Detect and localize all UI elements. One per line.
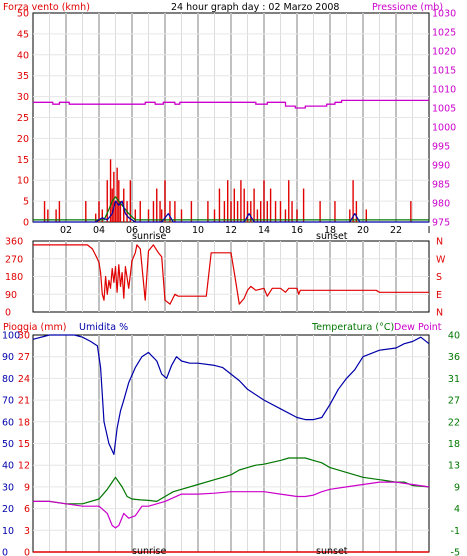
- rain-tick-label: 0: [24, 548, 30, 556]
- humidity-line: [32, 334, 430, 455]
- humidity-tick-label: 90: [2, 352, 14, 363]
- temperature-axis-label: Temperatura (°C): [311, 322, 394, 333]
- humidity-tick-label: 30: [2, 482, 14, 493]
- rain-tick-label: 15: [18, 439, 30, 450]
- temperature-tick-label: 36: [448, 352, 460, 363]
- humidity-tick-label: 80: [2, 374, 14, 385]
- wind-tick-label: 35: [17, 71, 29, 82]
- x-tick-label: 06: [126, 225, 138, 236]
- rain-tick-label: 27: [18, 352, 30, 363]
- humidity-tick-label: 10: [2, 526, 14, 537]
- sunset-label-top: sunset: [316, 231, 348, 242]
- x-tick-label: 02: [60, 225, 72, 236]
- x-tick-label: 10: [192, 225, 204, 236]
- compass-tick-label: S: [436, 272, 442, 283]
- humidity-axis-label: Umidita %: [79, 322, 128, 333]
- sunset-label-bottom: sunset: [316, 546, 348, 556]
- pressure-tick-label: 980: [432, 199, 450, 210]
- temperature-line: [33, 457, 430, 505]
- humidity-tick-label: 70: [2, 396, 14, 407]
- wind-gust-line: [33, 196, 429, 221]
- pressure-tick-label: 1000: [432, 123, 456, 134]
- x-tick-label: 18: [324, 225, 336, 236]
- temperature-tick-label: 27: [448, 396, 460, 407]
- dewpoint-axis-label: Dew Point: [394, 322, 442, 333]
- rain-tick-label: 3: [24, 526, 30, 537]
- x-tick-label: 20: [357, 225, 369, 236]
- x-tick-label: 08: [159, 225, 171, 236]
- temperature-tick-label: -1: [451, 526, 460, 537]
- temperature-tick-label: 31: [448, 374, 460, 385]
- wind-direction-line: [33, 244, 429, 305]
- pressure-tick-label: 1010: [432, 85, 456, 96]
- rain-tick-label: 30: [18, 331, 30, 342]
- humidity-tick-label: 40: [2, 461, 14, 472]
- wind-axis-label: Forza vento (kmh): [3, 2, 90, 13]
- temperature-tick-label: 4: [454, 504, 460, 515]
- x-tick-label: 14: [258, 225, 270, 236]
- compass-tick-label: N: [436, 308, 443, 319]
- chart-title: 24 hour graph day : 02 Marzo 2008: [171, 2, 339, 13]
- pressure-tick-label: 1015: [432, 66, 456, 77]
- rain-tick-label: 9: [24, 482, 30, 493]
- pressure-tick-label: 985: [432, 180, 450, 191]
- pressure-tick-label: 975: [432, 218, 450, 229]
- temperature-tick-label: 18: [448, 439, 460, 450]
- compass-tick-label: W: [436, 254, 446, 265]
- compass-tick-label: E: [436, 290, 442, 301]
- pressure-line: [33, 99, 429, 109]
- humidity-tick-label: 100: [2, 331, 20, 342]
- humidity-tick-label: 50: [2, 439, 14, 450]
- direction-tick-label: 0: [5, 308, 11, 319]
- temperature-tick-label: 9: [454, 482, 460, 493]
- humidity-tick-label: 0: [2, 548, 8, 556]
- direction-tick-label: 180: [5, 272, 23, 283]
- wind-tick-label: 40: [17, 50, 29, 61]
- direction-tick-label: 360: [5, 237, 23, 248]
- x-tick-label: 16: [291, 225, 303, 236]
- x-tick-label: 22: [390, 225, 402, 236]
- direction-tick-label: 270: [5, 254, 23, 265]
- sunrise-label-top: sunrise: [132, 231, 166, 242]
- wind-tick-label: 30: [17, 92, 29, 103]
- x-tick-label: I: [428, 225, 431, 236]
- pressure-axis-label: Pressione (mb): [372, 2, 443, 13]
- wind-tick-label: 25: [17, 113, 29, 124]
- wind-tick-label: 5: [23, 197, 29, 208]
- temperature-tick-label: 40: [448, 331, 460, 342]
- wind-tick-label: 50: [17, 9, 29, 20]
- pressure-tick-label: 1020: [432, 47, 456, 58]
- dewpoint-line: [33, 481, 430, 529]
- wind-tick-label: 10: [17, 176, 29, 187]
- pressure-tick-label: 1025: [432, 28, 456, 39]
- rain-tick-label: 24: [18, 374, 30, 385]
- rain-tick-label: 12: [18, 461, 30, 472]
- pressure-tick-label: 1030: [432, 9, 456, 20]
- humidity-tick-label: 20: [2, 504, 14, 515]
- temperature-tick-label: -5: [451, 548, 460, 556]
- wind-tick-label: 20: [17, 134, 29, 145]
- compass-tick-label: N: [436, 237, 443, 248]
- rain-tick-label: 18: [18, 417, 30, 428]
- rain-tick-label: 6: [24, 504, 30, 515]
- rain-axis-label: Pioggia (mm): [3, 322, 66, 333]
- sunrise-label-bottom: sunrise: [132, 546, 166, 556]
- direction-tick-label: 90: [5, 290, 17, 301]
- pressure-tick-label: 995: [432, 142, 450, 153]
- wind-average-line: [33, 200, 429, 223]
- rain-tick-label: 21: [18, 396, 30, 407]
- wind-tick-label: 15: [17, 155, 29, 166]
- pressure-tick-label: 1005: [432, 104, 456, 115]
- temperature-tick-label: 22: [448, 417, 460, 428]
- humidity-tick-label: 60: [2, 417, 14, 428]
- pressure-tick-label: 990: [432, 161, 450, 172]
- wind-tick-label: 0: [23, 218, 29, 229]
- x-tick-label: 04: [93, 225, 105, 236]
- temperature-tick-label: 13: [448, 461, 460, 472]
- x-tick-label: 12: [225, 225, 237, 236]
- wind-tick-label: 45: [17, 29, 29, 40]
